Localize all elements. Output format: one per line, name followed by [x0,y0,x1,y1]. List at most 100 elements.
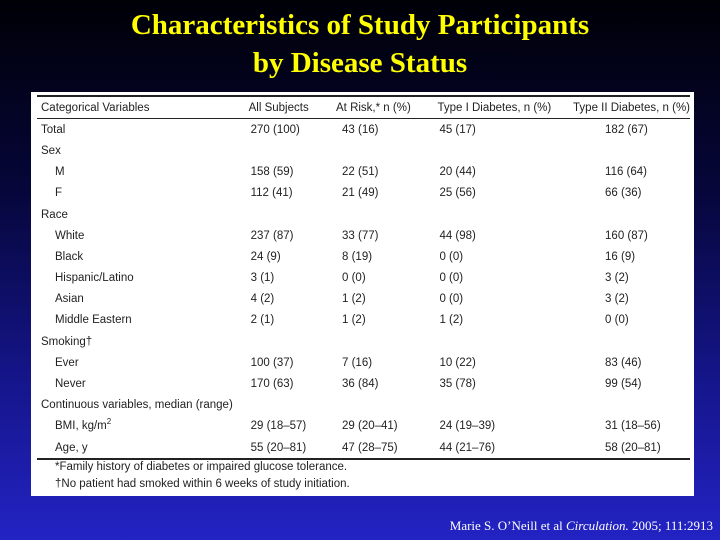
row-label-text: BMI, kg/m [55,420,107,433]
cell-type-1: 25 (56) [439,187,476,200]
row-label: Hispanic/Latino [37,268,245,289]
cell-type-2 [569,331,690,352]
row-label: M [37,162,245,183]
cell-at-risk: 36 (84) [342,378,379,391]
table-row: Race [37,204,690,225]
row-label-text: Race [41,208,68,221]
slide-title-line-2: by Disease Status [252,47,468,79]
cell-all-subjects: 112 (41) [250,187,293,200]
cell-all-subjects: 158 (59) [250,166,294,179]
row-label-text: Ever [55,356,79,369]
footnote-at-risk: *Family history of diabetes or impaired … [55,461,348,473]
table-row: Total 270 (100) 43 (16) 45 (17) 182 (67) [37,119,690,141]
cell-at-risk: 7 (16) [342,356,373,369]
row-label-text: F [55,187,63,200]
row-label-text: M [55,166,65,179]
citation-details: 2005; 111:2913 [631,518,713,533]
cell-type-2: 16 (9) [605,250,636,263]
table-footnotes: *Family history of diabetes or impaired … [55,459,350,492]
row-label: Sex [37,140,245,161]
row-label-text: Never [55,378,86,391]
cell-at-risk: 43 (16) [342,123,379,136]
cell-type-1: 44 (21–76) [433,437,570,461]
cell-all-subjects: 170 (63) [250,378,294,391]
row-label-text: Sex [41,144,61,157]
table-row: Asian 4 (2) 1 (2) 0 (0) 3 (2) [37,289,690,310]
table-panel: Categorical Variables All Subjects At Ri… [31,92,694,496]
row-label: Black [37,246,245,267]
cell-all-subjects [245,331,332,352]
cell-at-risk: 47 (28–75) [332,437,434,461]
row-label-text: White [55,229,85,242]
cell-all-subjects [245,204,332,225]
header-at-risk: At Risk,* n (%) [332,95,434,120]
cell-type-2: 31 (18–56) [605,420,661,433]
cell-at-risk: 33 (77) [342,229,379,242]
table-row: Black 24 (9) 8 (19) 0 (0) 16 (9) [37,246,690,267]
cell-at-risk: 22 (51) [342,166,379,179]
table-row: Middle Eastern 2 (1) 1 (2) 1 (2) 0 (0) [37,310,690,331]
header-type-1-diabetes: Type I Diabetes, n (%) [433,95,570,120]
cell-type-1 [433,331,569,352]
row-label: Age, y [37,437,245,461]
row-label: Middle Eastern [37,310,245,331]
table-body: Total 270 (100) 43 (16) 45 (17) 182 (67) Sex M… [37,119,690,461]
citation-journal: Circulation. [566,518,629,533]
row-label-text: Total [41,123,66,136]
cell-at-risk: 1 (2) [342,314,366,327]
cell-type-2: 160 (87) [605,229,648,242]
row-label: Smoking† [37,331,245,352]
cell-at-risk [332,331,433,352]
cell-type-1: 35 (78) [439,378,476,391]
table-row: Continuous variables, median (range) [37,395,690,416]
header-categorical-variables: Categorical Variables [37,95,245,120]
slide-title: Characteristics of Study Participants by… [0,6,720,82]
cell-type-1: 44 (98) [439,229,476,242]
table-row: Never 170 (63) 36 (84) 35 (78) 99 (54) [37,373,690,394]
cell-type-1: 1 (2) [439,314,464,327]
row-label: Total [37,119,245,141]
row-label: White [37,225,245,246]
table-row: Age, y 55 (20–81) 47 (28–75) 44 (21–76) 58 (… [37,437,690,461]
row-label-text: Continuous variables, median (range) [41,399,233,412]
cell-all-subjects: 237 (87) [250,229,294,242]
cell-type-2: 3 (2) [605,293,629,306]
cell-type-2 [569,204,690,225]
cell-all-subjects: 3 (1) [250,272,275,285]
cell-type-2 [569,140,690,161]
row-label-text: Hispanic/Latino [55,272,134,285]
cell-at-risk [332,204,433,225]
participants-table: Categorical Variables All Subjects At Ri… [37,95,690,461]
slide-title-line-1: Characteristics of Study Participants [130,9,590,41]
cell-type-1: 0 (0) [439,272,464,285]
table-row: Hispanic/Latino 3 (1) 0 (0) 0 (0) 3 (2) [37,268,690,289]
cell-at-risk: 1 (2) [342,293,366,306]
table-row: M 158 (59) 22 (51) 20 (44) 116 (64) [37,162,690,183]
cell-type-1 [433,140,569,161]
cell-all-subjects: 100 (37) [250,356,294,369]
cell-type-1: 10 (22) [439,356,476,369]
row-label-text: Middle Eastern [55,314,132,327]
cell-all-subjects: 24 (9) [250,250,281,263]
citation: Marie S. O’Neill et al Circulation. 2005… [450,518,713,534]
table-row: Sex [37,140,690,161]
footnote-smoking: †No patient had smoked within 6 weeks of… [55,477,350,490]
header-all-subjects: All Subjects [244,95,333,120]
cell-at-risk: 0 (0) [342,272,366,285]
header-type-2-diabetes: Type II Diabetes, n (%) [569,95,690,120]
row-label: Asian [37,289,245,310]
cell-all-subjects [245,140,332,161]
cell-type-1: 20 (44) [439,166,476,179]
cell-type-2: 182 (67) [605,123,648,136]
cell-at-risk: 8 (19) [342,250,373,263]
cell-type-2: 3 (2) [605,272,629,285]
row-label-superscript: 2 [106,417,112,427]
cell-type-2: 83 (46) [605,356,642,369]
cell-type-2: 0 (0) [605,314,629,327]
cell-all-subjects: 2 (1) [250,314,275,327]
table-row: BMI, kg/m2 29 (18–57) 29 (20–41) 24 (19–39)… [37,416,690,437]
cell-type-1: 0 (0) [439,250,464,263]
cell-all-subjects: 4 (2) [250,293,275,306]
cell-type-1 [433,204,569,225]
row-label-text: Asian [55,293,84,306]
